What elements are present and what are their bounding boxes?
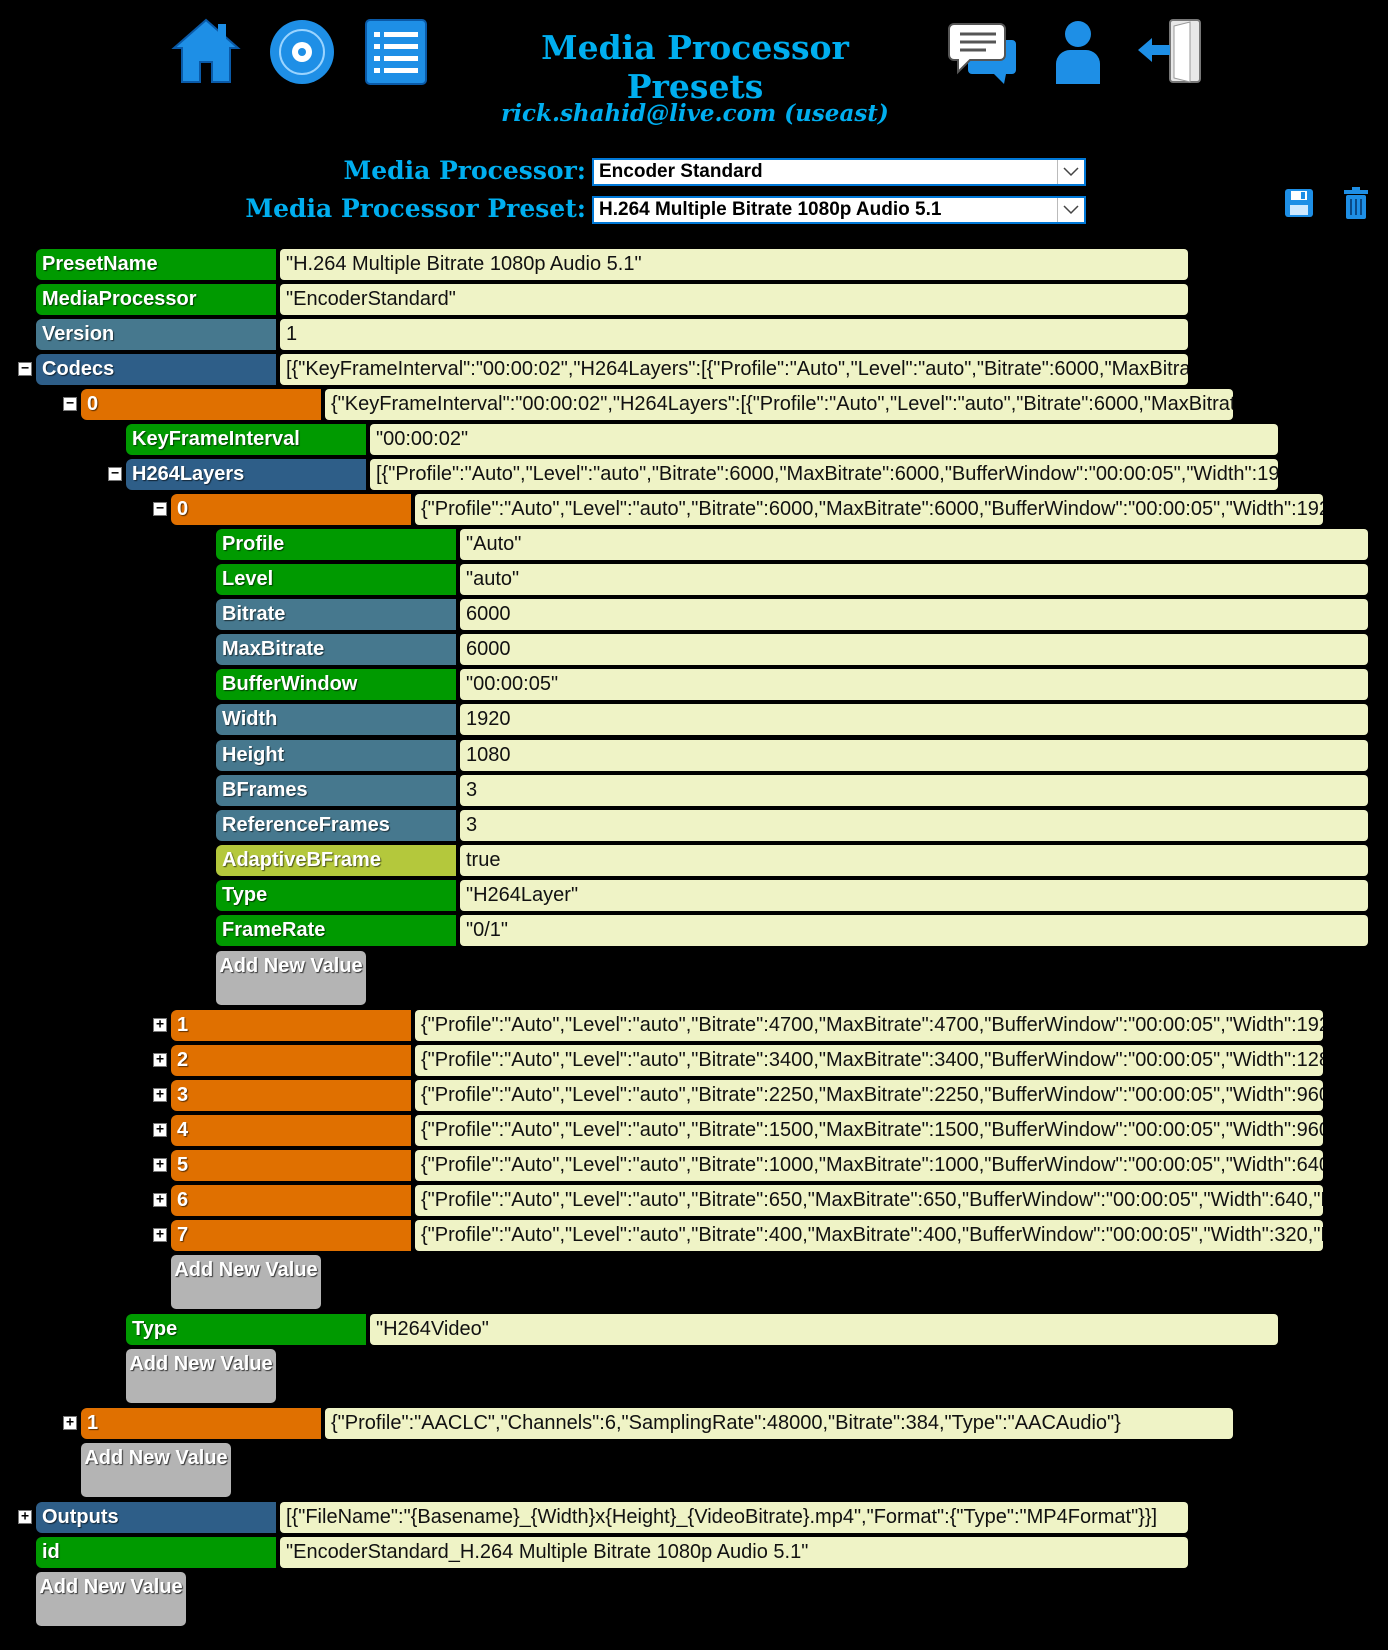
- page-title: Media Processor Presets: [541, 28, 849, 106]
- account-label: rick.shahid@live.com (useast): [501, 100, 889, 127]
- field-value[interactable]: "0/1": [460, 915, 1368, 946]
- field-value[interactable]: true: [460, 845, 1368, 876]
- field-key: 4: [171, 1115, 411, 1146]
- field-value[interactable]: 1: [280, 319, 1188, 350]
- field-value[interactable]: [{"Profile":"Auto","Level":"auto","Bitra…: [370, 459, 1278, 490]
- field-value[interactable]: "00:00:05": [460, 669, 1368, 700]
- field-value[interactable]: [{"FileName":"{Basename}_{Width}x{Height…: [280, 1502, 1188, 1533]
- field-key: Type: [126, 1314, 366, 1345]
- field-value[interactable]: "00:00:02": [370, 424, 1278, 455]
- expand-toggle[interactable]: +: [153, 1123, 167, 1137]
- field-value[interactable]: "Auto": [460, 529, 1368, 560]
- field-value[interactable]: {"Profile":"Auto","Level":"auto","Bitrat…: [415, 1150, 1323, 1181]
- add-new-value-button[interactable]: Add New Value: [171, 1255, 321, 1309]
- media-processor-preset-select[interactable]: H.264 Multiple Bitrate 1080p Audio 5.1: [592, 196, 1086, 224]
- add-new-value-button[interactable]: Add New Value: [216, 951, 366, 1005]
- expand-toggle[interactable]: +: [63, 1416, 77, 1430]
- expand-toggle[interactable]: +: [153, 1018, 167, 1032]
- media-processor-preset-label: Media Processor Preset:: [245, 194, 586, 223]
- media-processor-preset-value: H.264 Multiple Bitrate 1080p Audio 5.1: [599, 199, 942, 220]
- field-key: id: [36, 1537, 276, 1568]
- field-key: PresetName: [36, 249, 276, 280]
- field-value[interactable]: "H264Layer": [460, 880, 1368, 911]
- field-key: 2: [171, 1045, 411, 1076]
- list-icon[interactable]: [360, 16, 432, 88]
- field-value[interactable]: {"Profile":"Auto","Level":"auto","Bitrat…: [415, 1045, 1323, 1076]
- field-key: 7: [171, 1220, 411, 1251]
- field-value[interactable]: [{"KeyFrameInterval":"00:00:02","H264Lay…: [280, 354, 1188, 385]
- field-key: 5: [171, 1150, 411, 1181]
- chevron-down-icon: [1057, 198, 1084, 222]
- field-key: Level: [216, 564, 456, 595]
- chevron-down-icon: [1057, 160, 1084, 184]
- field-value[interactable]: 6000: [460, 634, 1368, 665]
- field-key: H264Layers: [126, 459, 366, 490]
- disc-icon[interactable]: [266, 16, 338, 88]
- field-key: BFrames: [216, 775, 456, 806]
- logout-icon[interactable]: [1136, 16, 1208, 88]
- collapse-toggle[interactable]: −: [108, 467, 122, 481]
- expand-toggle[interactable]: +: [153, 1053, 167, 1067]
- field-value[interactable]: {"Profile":"Auto","Level":"auto","Bitrat…: [415, 1220, 1323, 1251]
- media-processor-value: Encoder Standard: [599, 161, 763, 182]
- field-value[interactable]: 1920: [460, 704, 1368, 735]
- field-value[interactable]: {"Profile":"Auto","Level":"auto","Bitrat…: [415, 494, 1323, 525]
- field-key: AdaptiveBFrame: [216, 845, 456, 876]
- collapse-toggle[interactable]: −: [63, 397, 77, 411]
- field-key: Bitrate: [216, 599, 456, 630]
- expand-toggle[interactable]: +: [153, 1088, 167, 1102]
- field-value[interactable]: 3: [460, 810, 1368, 841]
- chat-icon[interactable]: [948, 16, 1020, 88]
- field-value[interactable]: "H.264 Multiple Bitrate 1080p Audio 5.1": [280, 249, 1188, 280]
- add-new-value-button[interactable]: Add New Value: [81, 1443, 231, 1497]
- trash-icon[interactable]: [1340, 186, 1372, 220]
- field-key: 1: [81, 1408, 321, 1439]
- field-key: 0: [171, 494, 411, 525]
- field-value[interactable]: 3: [460, 775, 1368, 806]
- media-processor-label: Media Processor:: [343, 156, 586, 185]
- collapse-toggle[interactable]: −: [153, 502, 167, 516]
- field-key: ReferenceFrames: [216, 810, 456, 841]
- field-value[interactable]: "H264Video": [370, 1314, 1278, 1345]
- field-key: BufferWindow: [216, 669, 456, 700]
- field-key: 0: [81, 389, 321, 420]
- field-key: FrameRate: [216, 915, 456, 946]
- save-icon[interactable]: [1283, 186, 1315, 220]
- field-value[interactable]: {"Profile":"AACLC","Channels":6,"Samplin…: [325, 1408, 1233, 1439]
- field-key: KeyFrameInterval: [126, 424, 366, 455]
- user-icon[interactable]: [1042, 16, 1114, 88]
- expand-toggle[interactable]: +: [153, 1158, 167, 1172]
- field-value[interactable]: 1080: [460, 740, 1368, 771]
- home-icon[interactable]: [170, 16, 242, 88]
- field-key: Type: [216, 880, 456, 911]
- field-value[interactable]: "EncoderStandard_H.264 Multiple Bitrate …: [280, 1537, 1188, 1568]
- add-new-value-button[interactable]: Add New Value: [36, 1572, 186, 1626]
- field-value[interactable]: 6000: [460, 599, 1368, 630]
- field-value[interactable]: "auto": [460, 564, 1368, 595]
- collapse-toggle[interactable]: −: [18, 362, 32, 376]
- field-value[interactable]: {"Profile":"Auto","Level":"auto","Bitrat…: [415, 1185, 1323, 1216]
- field-key: Width: [216, 704, 456, 735]
- field-key: Version: [36, 319, 276, 350]
- field-key: MediaProcessor: [36, 284, 276, 315]
- expand-toggle[interactable]: +: [18, 1510, 32, 1524]
- field-key: MaxBitrate: [216, 634, 456, 665]
- expand-toggle[interactable]: +: [153, 1228, 167, 1242]
- field-key: 1: [171, 1010, 411, 1041]
- field-key: Codecs: [36, 354, 276, 385]
- expand-toggle[interactable]: +: [153, 1193, 167, 1207]
- media-processor-select[interactable]: Encoder Standard: [592, 158, 1086, 186]
- field-value[interactable]: {"KeyFrameInterval":"00:00:02","H264Laye…: [325, 389, 1233, 420]
- add-new-value-button[interactable]: Add New Value: [126, 1349, 276, 1403]
- field-value[interactable]: "EncoderStandard": [280, 284, 1188, 315]
- field-key: 6: [171, 1185, 411, 1216]
- field-value[interactable]: {"Profile":"Auto","Level":"auto","Bitrat…: [415, 1080, 1323, 1111]
- field-key: Height: [216, 740, 456, 771]
- field-key: Profile: [216, 529, 456, 560]
- field-value[interactable]: {"Profile":"Auto","Level":"auto","Bitrat…: [415, 1115, 1323, 1146]
- field-key: Outputs: [36, 1502, 276, 1533]
- field-value[interactable]: {"Profile":"Auto","Level":"auto","Bitrat…: [415, 1010, 1323, 1041]
- field-key: 3: [171, 1080, 411, 1111]
